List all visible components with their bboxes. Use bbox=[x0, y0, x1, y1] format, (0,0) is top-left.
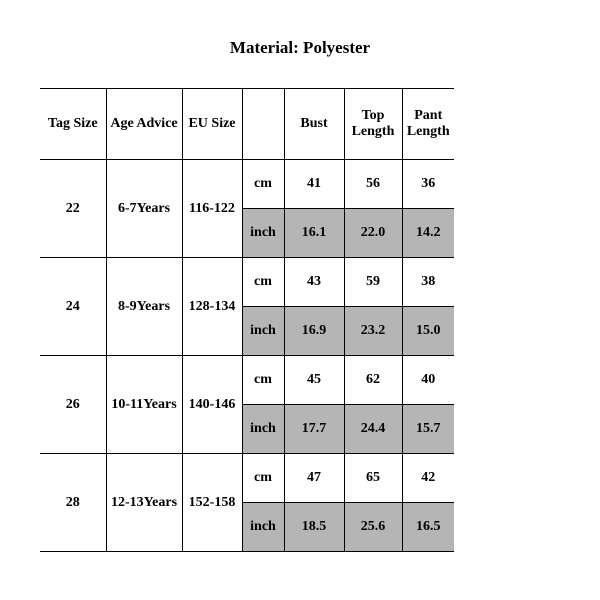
size-table: Tag Size Age Advice EU Size Bust Top Len… bbox=[40, 88, 454, 552]
cell-bust: 16.1 bbox=[284, 209, 344, 258]
cell-top: 65 bbox=[344, 454, 402, 503]
cell-tag: 24 bbox=[40, 258, 106, 356]
cell-pant: 16.5 bbox=[402, 503, 454, 552]
cell-pant: 15.0 bbox=[402, 307, 454, 356]
cell-bust: 16.9 bbox=[284, 307, 344, 356]
cell-bust: 43 bbox=[284, 258, 344, 307]
cell-bust: 17.7 bbox=[284, 405, 344, 454]
col-tag-size: Tag Size bbox=[40, 89, 106, 160]
table-row: 24 8-9Years 128-134 cm 43 59 38 bbox=[40, 258, 454, 307]
col-top-length: Top Length bbox=[344, 89, 402, 160]
cell-unit: inch bbox=[242, 405, 284, 454]
cell-unit: inch bbox=[242, 503, 284, 552]
table-row: 28 12-13Years 152-158 cm 47 65 42 bbox=[40, 454, 454, 503]
cell-age: 12-13Years bbox=[106, 454, 182, 552]
cell-pant: 14.2 bbox=[402, 209, 454, 258]
cell-tag: 22 bbox=[40, 160, 106, 258]
table-row: 26 10-11Years 140-146 cm 45 62 40 bbox=[40, 356, 454, 405]
cell-top: 25.6 bbox=[344, 503, 402, 552]
table-row: 22 6-7Years 116-122 cm 41 56 36 bbox=[40, 160, 454, 209]
cell-bust: 47 bbox=[284, 454, 344, 503]
cell-top: 59 bbox=[344, 258, 402, 307]
table-body: 22 6-7Years 116-122 cm 41 56 36 inch 16.… bbox=[40, 160, 454, 552]
cell-age: 10-11Years bbox=[106, 356, 182, 454]
cell-pant: 36 bbox=[402, 160, 454, 209]
cell-top: 22.0 bbox=[344, 209, 402, 258]
cell-unit: cm bbox=[242, 356, 284, 405]
col-age-advice: Age Advice bbox=[106, 89, 182, 160]
cell-top: 56 bbox=[344, 160, 402, 209]
cell-tag: 26 bbox=[40, 356, 106, 454]
cell-bust: 18.5 bbox=[284, 503, 344, 552]
table-header-row: Tag Size Age Advice EU Size Bust Top Len… bbox=[40, 89, 454, 160]
col-bust: Bust bbox=[284, 89, 344, 160]
cell-bust: 45 bbox=[284, 356, 344, 405]
cell-unit: inch bbox=[242, 307, 284, 356]
cell-unit: cm bbox=[242, 160, 284, 209]
cell-tag: 28 bbox=[40, 454, 106, 552]
col-unit bbox=[242, 89, 284, 160]
cell-unit: inch bbox=[242, 209, 284, 258]
cell-eu: 128-134 bbox=[182, 258, 242, 356]
cell-age: 8-9Years bbox=[106, 258, 182, 356]
cell-age: 6-7Years bbox=[106, 160, 182, 258]
cell-pant: 38 bbox=[402, 258, 454, 307]
cell-unit: cm bbox=[242, 258, 284, 307]
page-title: Material: Polyester bbox=[0, 0, 600, 88]
cell-pant: 42 bbox=[402, 454, 454, 503]
cell-pant: 40 bbox=[402, 356, 454, 405]
cell-bust: 41 bbox=[284, 160, 344, 209]
col-pant-length: Pant Length bbox=[402, 89, 454, 160]
cell-eu: 116-122 bbox=[182, 160, 242, 258]
cell-top: 24.4 bbox=[344, 405, 402, 454]
cell-top: 62 bbox=[344, 356, 402, 405]
cell-unit: cm bbox=[242, 454, 284, 503]
col-eu-size: EU Size bbox=[182, 89, 242, 160]
cell-top: 23.2 bbox=[344, 307, 402, 356]
cell-eu: 140-146 bbox=[182, 356, 242, 454]
cell-pant: 15.7 bbox=[402, 405, 454, 454]
cell-eu: 152-158 bbox=[182, 454, 242, 552]
